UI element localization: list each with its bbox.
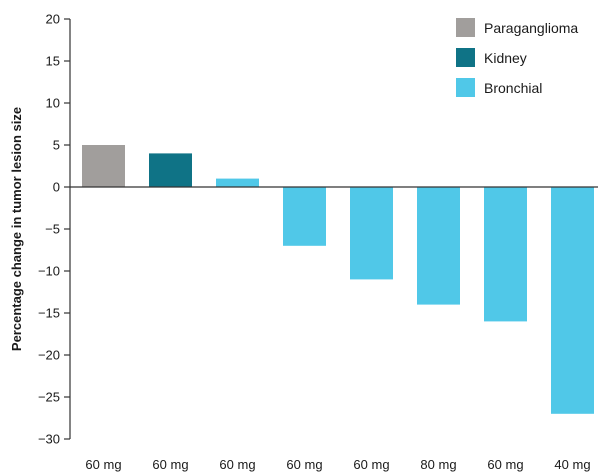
x-category-label: 80 mg <box>420 457 456 472</box>
x-category-label: 60 mg <box>85 457 121 472</box>
y-tick-label: 0 <box>53 180 60 195</box>
y-tick-label: −5 <box>45 222 60 237</box>
y-tick-label: −15 <box>38 306 60 321</box>
y-tick-label: −10 <box>38 264 60 279</box>
legend-swatch <box>456 48 475 67</box>
bar <box>484 187 527 322</box>
bars <box>82 145 594 414</box>
legend-label: Kidney <box>484 50 527 66</box>
x-category-label: 60 mg <box>286 457 322 472</box>
bar <box>216 178 259 187</box>
y-tick-label: 15 <box>46 54 60 69</box>
x-category-label: 60 mg <box>487 457 523 472</box>
y-tick-label: −20 <box>38 348 60 363</box>
y-axis: 20 15 10 5 0 −5 −10 −15 −20 −25 −30 <box>38 12 71 447</box>
bar <box>417 187 460 305</box>
bar <box>551 187 594 414</box>
y-tick-label: 10 <box>46 96 60 111</box>
y-tick-label: −25 <box>38 390 60 405</box>
bar <box>283 187 326 246</box>
legend: Paraganglioma Kidney Bronchial <box>456 18 578 97</box>
legend-swatch <box>456 18 475 37</box>
x-category-label: 60 mg <box>152 457 188 472</box>
x-axis-labels: 60 mg 60 mg 60 mg 60 mg 60 mg 80 mg 60 mg 40 mg <box>85 457 590 472</box>
y-tick-label: 20 <box>46 12 60 27</box>
x-category-label: 60 mg <box>353 457 389 472</box>
bar <box>82 145 125 187</box>
x-category-label: 40 mg <box>554 457 590 472</box>
legend-label: Paraganglioma <box>484 20 578 36</box>
y-axis-label: Percentage change in tumor lesion size <box>9 107 24 351</box>
x-category-label: 60 mg <box>219 457 255 472</box>
legend-swatch <box>456 78 475 97</box>
bar <box>350 187 393 280</box>
bar <box>149 153 192 187</box>
legend-label: Bronchial <box>484 80 542 96</box>
y-tick-label: 5 <box>53 138 60 153</box>
y-tick-label: −30 <box>38 432 60 447</box>
